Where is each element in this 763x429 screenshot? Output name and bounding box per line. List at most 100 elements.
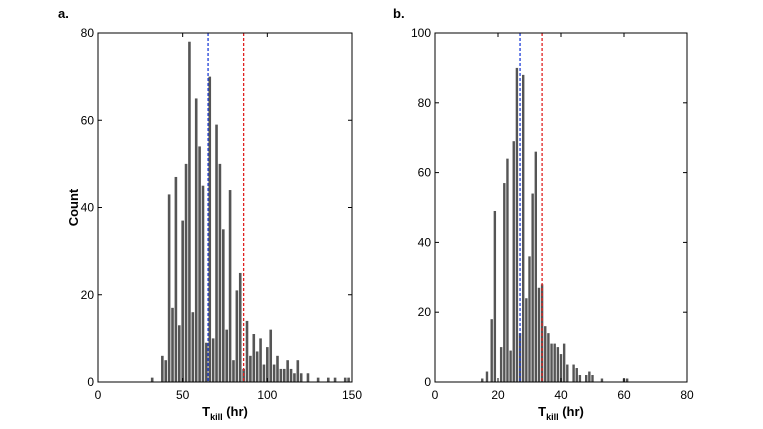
panel-1-x-axis-label: Tkill (hr) <box>202 404 248 422</box>
panel-2-bar <box>522 74 525 382</box>
panel-2-y-tick-label: 60 <box>418 166 432 180</box>
panel-1-bar <box>201 185 205 382</box>
panel-1-x-tick-label: 100 <box>257 388 277 402</box>
panel-2-bar <box>625 378 629 382</box>
panel-2-y-tick-label: 0 <box>424 375 431 389</box>
panel-1-bar <box>286 360 289 382</box>
panel-1-bar <box>343 377 347 382</box>
panel-1-bar <box>215 124 218 383</box>
panel-2-bar <box>534 151 537 382</box>
panel-1-x-tick-label: 50 <box>176 388 190 402</box>
panel-1-bar <box>177 325 181 382</box>
panel-2-bar <box>550 343 553 382</box>
panel-2-bar <box>509 350 512 382</box>
panel-2-panel-label: b. <box>393 6 405 21</box>
panel-2-bar <box>503 183 506 382</box>
panel-2-bar <box>499 347 503 382</box>
panel-2-bar <box>506 158 509 382</box>
panel-2-bar <box>556 347 560 382</box>
panel-2-bar <box>562 343 566 382</box>
panel-2-axes-frame <box>434 32 688 383</box>
panel-1-panel-label: a. <box>58 6 69 21</box>
panel-1-bar <box>255 351 259 382</box>
panel-1-bar <box>279 368 283 382</box>
panel-1-bar <box>184 163 188 383</box>
panel-1-axes-frame <box>97 32 353 383</box>
panel-1-bar <box>333 377 337 382</box>
panel-1-bar <box>171 307 174 382</box>
panel-1-bar <box>306 373 310 382</box>
panel-1-bar <box>208 76 212 383</box>
panel-1-bar <box>191 312 195 382</box>
panel-1-bar <box>194 98 198 382</box>
panel-1-bar <box>347 377 350 382</box>
panel-2-x-tick-label: 20 <box>491 388 505 402</box>
panel-1-bar <box>296 360 300 382</box>
panel-2-bar <box>591 375 594 382</box>
panel-1-bar <box>228 190 232 382</box>
panel-1-bar <box>235 290 239 382</box>
panel-2-bar <box>578 375 582 382</box>
panel-1-bar <box>205 342 208 382</box>
panel-2-y-tick-label: 80 <box>418 96 432 110</box>
panel-2-bar <box>515 67 519 383</box>
panel-1-y-tick-label: 60 <box>81 113 95 127</box>
panel-2-bar <box>600 378 604 382</box>
panel-1-bar <box>222 229 225 382</box>
panel-1-bar <box>276 355 279 382</box>
panel-1-bar <box>174 176 178 382</box>
panel-1-bar <box>167 194 171 382</box>
panel-2-bar <box>544 326 547 382</box>
panel-1-bar <box>238 272 242 382</box>
panel-1-y-axis-label: Count <box>66 188 81 226</box>
panel-2-bar <box>531 193 534 382</box>
panel-1-bar <box>198 146 201 382</box>
panel-2-bar <box>481 378 484 382</box>
panel-1-bar <box>293 373 296 382</box>
panel-2-x-tick-label: 80 <box>680 388 694 402</box>
panel-1-bar <box>259 338 262 383</box>
panel-2-bar <box>493 210 497 382</box>
panel-1-y-tick-label: 80 <box>81 26 95 40</box>
panel-1-y-tick-label: 40 <box>81 201 95 215</box>
panel-1-bar <box>326 377 330 382</box>
panel-2-bar <box>528 256 531 382</box>
panel-1-bar <box>181 220 184 382</box>
panel-1-y-tick-label: 0 <box>87 375 94 389</box>
panel-1-bar <box>211 338 215 383</box>
panel-2-bar <box>518 333 522 382</box>
panel-2-bar <box>490 319 493 382</box>
panel-1-bar <box>316 377 320 382</box>
panel-1-bar <box>266 347 269 382</box>
panel-1-bar <box>299 373 303 382</box>
panel-2-y-tick-label: 100 <box>411 26 431 40</box>
panel-2-bar <box>537 287 541 382</box>
panel-1-bar <box>164 360 168 382</box>
panel-2-bar <box>559 354 563 382</box>
panel-1-x-tick-label: 150 <box>342 388 362 402</box>
panel-1-bar <box>249 355 252 382</box>
panel-2-bar <box>553 343 556 382</box>
panel-2-bar <box>525 298 528 382</box>
panel-2-x-tick-label: 40 <box>554 388 568 402</box>
panel-1-bar <box>225 329 228 382</box>
panel-2-bar <box>588 371 591 382</box>
panel-2-bar <box>485 371 489 382</box>
panel-1-bar <box>150 377 154 382</box>
panel-1-bar <box>289 368 293 382</box>
panel-1-bar <box>269 329 273 382</box>
panel-2-x-axis-label: Tkill (hr) <box>538 404 584 422</box>
panel-2-x-tick-label: 0 <box>432 388 439 402</box>
panel-1-bar <box>282 368 286 382</box>
panel-2-y-tick-label: 40 <box>418 235 432 249</box>
panel-1-bar <box>245 320 249 382</box>
panel-2-bar <box>547 333 550 382</box>
panel-1-bar <box>252 334 256 382</box>
panel-1-bar <box>262 364 266 382</box>
panel-1-bar <box>272 364 276 382</box>
panel-2-bar <box>566 364 569 382</box>
panel-2-bar <box>512 141 515 382</box>
panel-1-bar <box>218 163 222 383</box>
panel-1-bar <box>161 355 164 382</box>
